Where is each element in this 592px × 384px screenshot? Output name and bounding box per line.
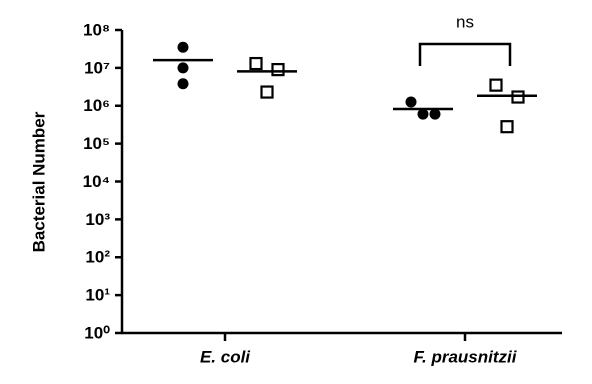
- point: [417, 108, 429, 120]
- y-axis-label: Bacterial Number: [29, 111, 48, 252]
- point: [271, 63, 285, 77]
- point: [260, 85, 274, 99]
- point: [177, 78, 189, 90]
- point: [489, 78, 503, 92]
- point: [177, 62, 189, 74]
- x-tick-label: E. coli: [200, 347, 251, 366]
- annotation: ns: [456, 12, 474, 31]
- x-tick-label: F. prausnitzii: [414, 347, 518, 366]
- y-tick-label: 10³: [85, 210, 110, 229]
- y-tick-label: 10⁴: [83, 172, 110, 191]
- y-tick-label: 10⁸: [83, 20, 110, 39]
- y-tick-label: 10¹: [85, 286, 110, 305]
- y-tick-label: 10⁶: [83, 96, 110, 115]
- point: [500, 120, 514, 134]
- y-tick-label: 10⁷: [84, 58, 110, 77]
- y-tick-label: 10⁵: [83, 134, 110, 153]
- y-tick-label: 10²: [85, 248, 110, 267]
- point: [249, 56, 263, 71]
- point: [405, 96, 417, 108]
- point: [177, 41, 189, 53]
- significance-bracket: [418, 42, 512, 66]
- point: [429, 108, 441, 120]
- y-tick-label: 10⁰: [84, 323, 110, 342]
